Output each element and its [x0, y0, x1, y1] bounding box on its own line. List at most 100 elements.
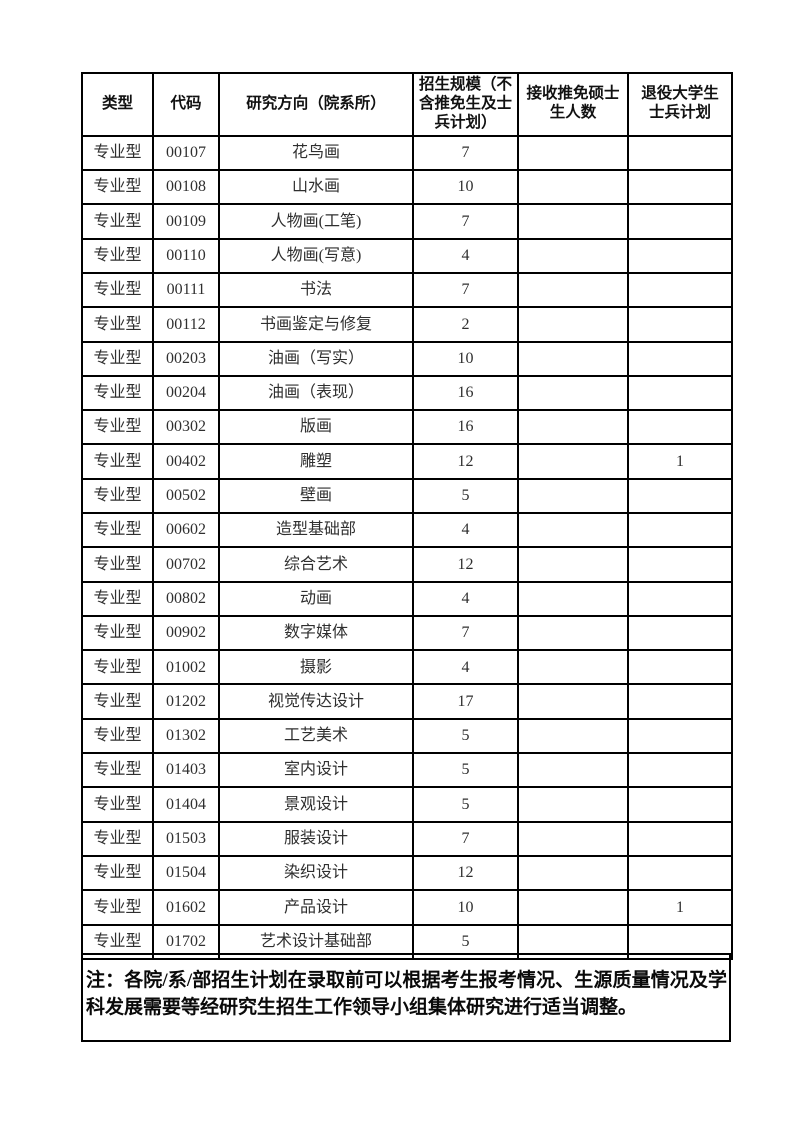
cell-code: 01403 — [152, 752, 220, 789]
cell-type: 专业型 — [81, 786, 154, 823]
cell-recommended — [517, 340, 629, 377]
table-row: 专业型 01702 艺术设计基础部 5 — [81, 923, 733, 960]
cell-code: 00902 — [152, 614, 220, 652]
cell-type: 专业型 — [81, 580, 154, 617]
cell-recommended — [517, 752, 629, 789]
table-row: 专业型 00203 油画（写实） 10 — [81, 340, 733, 377]
cell-soldier — [627, 511, 733, 549]
cell-code: 00108 — [152, 169, 220, 206]
cell-quota: 12 — [412, 546, 519, 583]
cell-code: 00302 — [152, 409, 220, 446]
cell-direction: 服装设计 — [218, 820, 414, 857]
cell-direction: 景观设计 — [218, 786, 414, 823]
cell-type: 专业型 — [81, 649, 154, 686]
cell-soldier — [627, 546, 733, 583]
cell-soldier — [627, 614, 733, 652]
cell-code: 00802 — [152, 580, 220, 617]
cell-soldier — [627, 649, 733, 686]
cell-quota: 12 — [412, 854, 519, 892]
cell-recommended — [517, 683, 629, 720]
cell-code: 00602 — [152, 511, 220, 549]
cell-type: 专业型 — [81, 752, 154, 789]
cell-recommended — [517, 820, 629, 857]
cell-recommended — [517, 649, 629, 686]
cell-direction: 数字媒体 — [218, 614, 414, 652]
cell-type: 专业型 — [81, 169, 154, 206]
cell-quota: 10 — [412, 889, 519, 926]
cell-recommended — [517, 237, 629, 274]
header-direction: 研究方向（院系所） — [218, 72, 414, 137]
table-row: 专业型 00702 综合艺术 12 — [81, 546, 733, 583]
table-row: 专业型 00602 造型基础部 4 — [81, 511, 733, 549]
cell-recommended — [517, 546, 629, 583]
cell-type: 专业型 — [81, 134, 154, 172]
cell-recommended — [517, 271, 629, 309]
table-row: 专业型 01602 产品设计 10 1 — [81, 889, 733, 926]
cell-type: 专业型 — [81, 614, 154, 652]
cell-quota: 7 — [412, 203, 519, 240]
note-box: 注：各院/系/部招生计划在录取前可以根据考生报考情况、生源质量情况及学科发展需要… — [81, 953, 731, 1042]
cell-type: 专业型 — [81, 340, 154, 377]
table-row: 专业型 01504 染织设计 12 — [81, 854, 733, 892]
cell-code: 01404 — [152, 786, 220, 823]
cell-direction: 产品设计 — [218, 889, 414, 926]
cell-type: 专业型 — [81, 854, 154, 892]
cell-code: 00109 — [152, 203, 220, 240]
cell-quota: 10 — [412, 169, 519, 206]
cell-quota: 5 — [412, 786, 519, 823]
cell-recommended — [517, 717, 629, 755]
cell-quota: 4 — [412, 237, 519, 274]
cell-soldier — [627, 409, 733, 446]
cell-direction: 壁画 — [218, 477, 414, 514]
header-quota: 招生规模（不含推免生及士兵计划） — [412, 72, 519, 137]
cell-direction: 综合艺术 — [218, 546, 414, 583]
cell-type: 专业型 — [81, 374, 154, 412]
cell-code: 01504 — [152, 854, 220, 892]
cell-quota: 4 — [412, 580, 519, 617]
header-recommended: 接收推免硕士生人数 — [517, 72, 629, 137]
table-header: 类型 代码 研究方向（院系所） 招生规模（不含推免生及士兵计划） 接收推免硕士生… — [81, 72, 733, 137]
cell-type: 专业型 — [81, 717, 154, 755]
cell-direction: 书画鉴定与修复 — [218, 306, 414, 343]
table-row: 专业型 01503 服装设计 7 — [81, 820, 733, 857]
table-row: 专业型 01302 工艺美术 5 — [81, 717, 733, 755]
cell-recommended — [517, 169, 629, 206]
cell-quota: 4 — [412, 511, 519, 549]
header-row: 类型 代码 研究方向（院系所） 招生规模（不含推免生及士兵计划） 接收推免硕士生… — [81, 72, 733, 137]
cell-direction: 书法 — [218, 271, 414, 309]
cell-direction: 工艺美术 — [218, 717, 414, 755]
cell-quota: 2 — [412, 306, 519, 343]
cell-type: 专业型 — [81, 271, 154, 309]
cell-code: 00107 — [152, 134, 220, 172]
cell-code: 00112 — [152, 306, 220, 343]
cell-quota: 5 — [412, 477, 519, 514]
cell-recommended — [517, 306, 629, 343]
cell-type: 专业型 — [81, 409, 154, 446]
cell-soldier: 1 — [627, 889, 733, 926]
cell-quota: 7 — [412, 614, 519, 652]
cell-direction: 动画 — [218, 580, 414, 617]
cell-recommended — [517, 134, 629, 172]
table-row: 专业型 01403 室内设计 5 — [81, 752, 733, 789]
table-row: 专业型 00902 数字媒体 7 — [81, 614, 733, 652]
cell-direction: 油画（表现） — [218, 374, 414, 412]
cell-code: 01202 — [152, 683, 220, 720]
cell-type: 专业型 — [81, 511, 154, 549]
cell-soldier — [627, 786, 733, 823]
table-row: 专业型 00110 人物画(写意) 4 — [81, 237, 733, 274]
cell-soldier — [627, 752, 733, 789]
cell-direction: 室内设计 — [218, 752, 414, 789]
cell-direction: 山水画 — [218, 169, 414, 206]
cell-recommended — [517, 511, 629, 549]
table-row: 专业型 00107 花鸟画 7 — [81, 134, 733, 172]
cell-type: 专业型 — [81, 477, 154, 514]
cell-direction: 染织设计 — [218, 854, 414, 892]
cell-type: 专业型 — [81, 237, 154, 274]
table-row: 专业型 01202 视觉传达设计 17 — [81, 683, 733, 720]
cell-soldier — [627, 134, 733, 172]
cell-recommended — [517, 614, 629, 652]
cell-recommended — [517, 409, 629, 446]
table-row: 专业型 01002 摄影 4 — [81, 649, 733, 686]
table-row: 专业型 00502 壁画 5 — [81, 477, 733, 514]
